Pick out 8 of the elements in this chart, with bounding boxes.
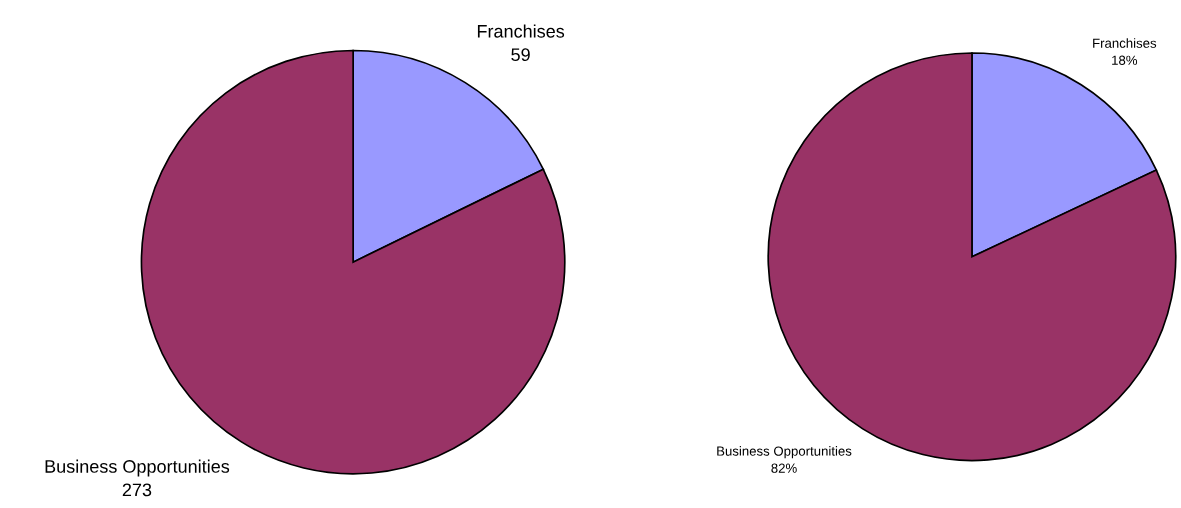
slice-label: Franchises (477, 24, 565, 38)
slice-label: Business Opportunities (45, 459, 230, 477)
data-label: 273 (122, 483, 152, 497)
slice-label: Business Opportunities (717, 446, 852, 459)
data-label: 59 (511, 48, 530, 62)
data-label: 18% (1112, 55, 1138, 65)
data-label: 82% (771, 463, 797, 473)
slice-label: Franchises (1093, 38, 1157, 48)
